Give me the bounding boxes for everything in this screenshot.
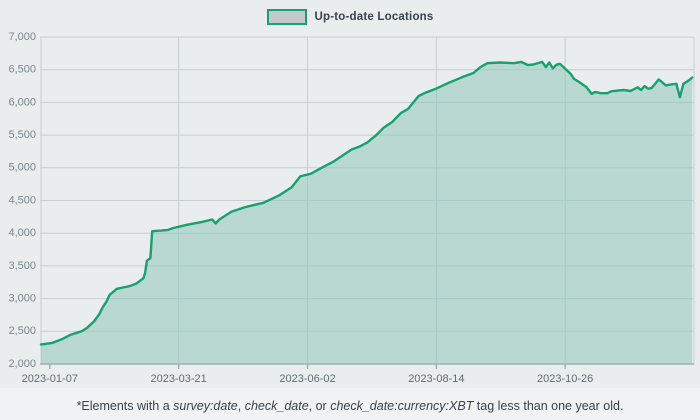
series-area: [41, 61, 693, 365]
x-tick-label: 2023-10-26: [537, 373, 593, 385]
x-tick-label: 2023-03-21: [151, 373, 207, 385]
y-tick-label: 4,000: [8, 227, 36, 239]
y-tick-label: 3,500: [8, 260, 36, 272]
y-tick-label: 5,500: [8, 129, 36, 141]
footnote-text: *Elements with a: [76, 399, 174, 413]
y-tick-label: 2,500: [8, 325, 36, 337]
footnote-text: ,: [237, 399, 245, 413]
y-tick-label: 5,000: [8, 162, 36, 174]
y-tick-label: 7,000: [8, 31, 36, 43]
x-axis-labels: 2023-01-07 2023-03-21 2023-06-02 2023-08-14…: [22, 373, 594, 385]
y-axis-labels: 2,000 2,500 3,000 3,500 4,000 4,500 5,000 5,500…: [8, 31, 36, 370]
x-tick-label: 2023-06-02: [279, 373, 335, 385]
footnote-tag-name: check_date:currency:XBT: [330, 399, 474, 413]
legend[interactable]: Up-to-date Locations: [0, 9, 700, 25]
footnote-tag-name: check_date: [244, 399, 309, 413]
footer-strip: [0, 388, 700, 420]
legend-label: Up-to-date Locations: [314, 11, 434, 23]
footnote-text: , or: [308, 399, 331, 413]
x-tick-label: 2023-08-14: [408, 373, 464, 385]
legend-swatch-icon: [266, 9, 307, 25]
y-tick-label: 6,500: [8, 64, 36, 76]
footnote-tag-name: survey:date: [173, 399, 238, 413]
y-tick-label: 6,000: [8, 96, 36, 108]
y-tick-label: 4,500: [8, 194, 36, 206]
y-tick-label: 2,000: [8, 358, 36, 370]
y-tick-label: 3,000: [8, 293, 36, 305]
series-line: [39, 60, 694, 346]
footnote-text: tag less than one year old.: [473, 399, 624, 413]
x-axis: [40, 363, 694, 369]
footnote: *Elements with a survey:date, check_date…: [0, 399, 700, 413]
x-tick-label: 2023-01-07: [22, 373, 78, 385]
